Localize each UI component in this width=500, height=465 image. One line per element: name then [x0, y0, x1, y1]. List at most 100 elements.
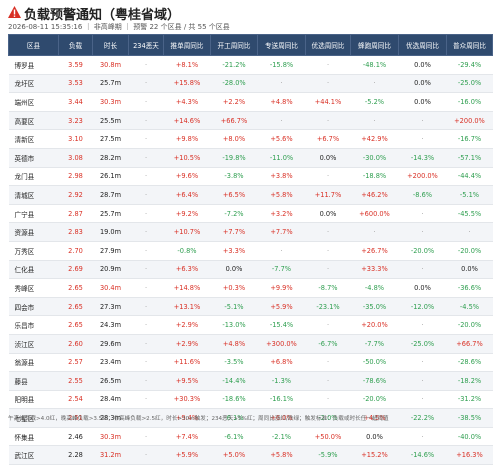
- table-row: 龙圩区3.5325.7m·+15.8%-28.0%···0.0%-25.0%-5…: [8, 74, 493, 94]
- table-row: 龙门县 2.98 26.1m · +9.6% -3.8% +3.8% · -18.8% +200.…: [8, 167, 493, 187]
- table-row: 藤县 2.55 26.5m · +9.5% -14.4% -1.3% · -78.6% · -18.…: [8, 371, 493, 391]
- cell: 28.7m: [92, 185, 129, 205]
- column-header: 普众周同比: [446, 34, 493, 56]
- cell: 2.46: [58, 427, 93, 447]
- cell: -8.7%: [305, 278, 351, 298]
- cell: -18.6%: [210, 390, 258, 410]
- cell: 30.3m: [92, 92, 129, 112]
- cell: -1.3%: [257, 371, 306, 391]
- cell: ·: [398, 353, 447, 373]
- cell: ·: [128, 92, 164, 112]
- cell: 28.4m: [92, 390, 129, 410]
- cell: -14.4%: [210, 371, 258, 391]
- cell: ·: [128, 111, 164, 131]
- cell: ·: [398, 111, 447, 131]
- cell: +9.6%: [163, 167, 211, 187]
- cell: 0.0%: [210, 260, 258, 280]
- cell: 广宁县: [8, 204, 59, 224]
- column-header: 推单周同比: [163, 34, 211, 56]
- cell: ·: [128, 129, 164, 149]
- cell: -4.8%: [350, 278, 399, 298]
- cell: +6.7%: [305, 129, 351, 149]
- cell: 0.0%: [398, 74, 447, 94]
- table-row: 仁化县 2.69 20.9m · +6.3% 0.0% -7.7% · +33.3% · 0.0%: [8, 260, 493, 280]
- cell: 2.65: [58, 297, 93, 317]
- cell: ·: [128, 371, 164, 391]
- cell: 0.0%: [398, 92, 447, 112]
- cell: -18.2%: [446, 371, 493, 391]
- table-row: 清城区 2.92 28.7m · +6.4% +6.5% +5.8% +11.7% +46.2%…: [8, 185, 493, 205]
- cell: +600.0%: [350, 204, 399, 224]
- column-header: 开工周同比: [210, 34, 258, 56]
- cell: ·: [128, 445, 164, 465]
- cell: +5.9%: [257, 297, 306, 317]
- cell: -0.8%: [163, 241, 211, 261]
- cell: +3.3%: [210, 241, 258, 261]
- cell: -2.0%: [305, 408, 351, 428]
- cell: +300.0%: [257, 334, 306, 354]
- cell: ·: [128, 315, 164, 335]
- cell: -15.8%: [257, 55, 306, 75]
- cell: -7.2%: [210, 204, 258, 224]
- cell: 27.9m: [92, 241, 129, 261]
- cell: +42.9%: [350, 129, 399, 149]
- cell: -14.6%: [398, 445, 447, 465]
- cell: -31.2%: [446, 390, 493, 410]
- cell: -3.8%: [210, 167, 258, 187]
- cell: -6.1%: [210, 408, 258, 428]
- cell: 2.54: [58, 390, 93, 410]
- cell: +66.7%: [210, 111, 258, 131]
- cell: 万秀区: [8, 241, 59, 261]
- cell: 20.9m: [92, 260, 129, 280]
- cell: 2.55: [58, 371, 93, 391]
- cell: ·: [128, 353, 164, 373]
- cell: 阳明县: [8, 390, 59, 410]
- column-header: 优选周同比: [305, 34, 351, 56]
- cell: +6.4%: [163, 185, 211, 205]
- cell: -16.0%: [446, 92, 493, 112]
- cell: ·: [305, 167, 351, 187]
- cell: 3.08: [58, 148, 93, 168]
- cell: 七星区: [8, 408, 59, 428]
- cell: ·: [305, 260, 351, 280]
- cell: +7.7%: [210, 222, 258, 242]
- cell: 23.4m: [92, 353, 129, 373]
- column-header: 负载: [58, 34, 93, 56]
- cell: +5.8%: [257, 185, 306, 205]
- cell: ·: [128, 297, 164, 317]
- table-row: 四会市 2.65 27.3m · +13.1% -5.1% +5.9% -23.1% -35.0…: [8, 297, 493, 317]
- warning-icon: [8, 6, 21, 18]
- cell: +20.0%: [350, 315, 399, 335]
- cell: +2.9%: [163, 315, 211, 335]
- cell: -35.0%: [350, 297, 399, 317]
- cell: +3.2%: [257, 204, 306, 224]
- cell: ·: [128, 204, 164, 224]
- table-row: 浈江区 2.60 29.6m · +2.9% +4.8% +300.0% -6.7% -7.7%…: [8, 334, 493, 354]
- cell: 武江区: [8, 445, 59, 465]
- cell: 2.28: [58, 445, 93, 465]
- cell: ·: [257, 241, 306, 261]
- table-row: 秀峰区 2.65 30.4m · +14.8% +0.3% +9.9% -8.7% -4.8% 0…: [8, 278, 493, 298]
- cell: -20.0%: [446, 315, 493, 335]
- cell: 怀集县: [8, 427, 59, 447]
- cell: 四会市: [8, 297, 59, 317]
- cell: 龙门县: [8, 167, 59, 187]
- cell: ·: [128, 167, 164, 187]
- cell: -78.6%: [350, 371, 399, 391]
- cell: 2.60: [58, 334, 93, 354]
- cell: ·: [305, 353, 351, 373]
- cell: +6.0%: [257, 408, 306, 428]
- cell: +5.6%: [257, 129, 306, 149]
- cell: +2.9%: [163, 334, 211, 354]
- cell: ·: [398, 260, 447, 280]
- cell: +11.6%: [163, 353, 211, 373]
- cell: -22.2%: [398, 408, 447, 428]
- footer-note: 午高峰负载>4.0红，晚高峰负载>3.5红；非高峰负载>2.5红，时长>30m触…: [8, 416, 389, 422]
- cell: -20.0%: [350, 390, 399, 410]
- cell: 2.51: [58, 408, 93, 428]
- cell: ·: [128, 185, 164, 205]
- cell: +4.8%: [257, 92, 306, 112]
- cell: -25.0%: [446, 74, 493, 94]
- cell: 2.65: [58, 315, 93, 335]
- cell: +50.0%: [305, 427, 351, 447]
